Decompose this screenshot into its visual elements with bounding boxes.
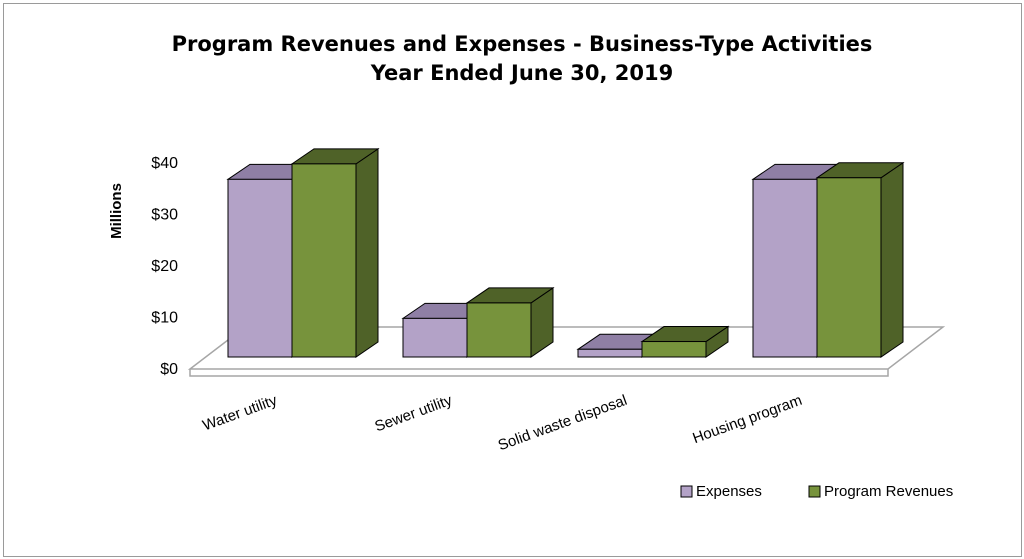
legend-swatch bbox=[808, 485, 821, 498]
legend-item: Expenses bbox=[680, 483, 762, 500]
bar bbox=[290, 147, 380, 358]
y-axis-label: Millions bbox=[108, 183, 125, 239]
category-label: Water utility bbox=[200, 392, 279, 435]
bar bbox=[465, 286, 555, 358]
chart-subtitle: Year Ended June 30, 2019 bbox=[370, 61, 674, 85]
bar-front bbox=[641, 341, 707, 358]
bar-front bbox=[227, 178, 293, 358]
y-tick-label: $10 bbox=[151, 310, 178, 327]
bar-front bbox=[466, 302, 532, 358]
chart-floor-edge bbox=[189, 369, 889, 377]
bar-front bbox=[816, 177, 882, 358]
legend-label: Program Revenues bbox=[824, 483, 953, 500]
bar-front bbox=[752, 178, 818, 358]
bar-side bbox=[880, 161, 904, 358]
bars bbox=[226, 147, 905, 358]
y-tick-label: $0 bbox=[160, 361, 178, 378]
y-tick-label: $30 bbox=[151, 207, 178, 224]
y-tick-label: $20 bbox=[151, 258, 178, 275]
bar bbox=[640, 325, 730, 358]
legend-item: Program Revenues bbox=[808, 483, 953, 500]
chart-title: Program Revenues and Expenses - Business… bbox=[172, 32, 873, 56]
bar bbox=[815, 161, 905, 358]
category-label: Housing program bbox=[690, 392, 804, 447]
legend-swatch bbox=[680, 485, 693, 498]
bar-side bbox=[355, 147, 379, 358]
bar-front bbox=[291, 163, 357, 358]
y-tick-label: $40 bbox=[151, 155, 178, 172]
bar-front bbox=[402, 317, 468, 358]
y-axis-ticks: $0 $10 $20 $30 $40 bbox=[151, 155, 178, 378]
bar-front bbox=[577, 348, 643, 358]
category-label: Solid waste disposal bbox=[496, 392, 630, 454]
category-label: Sewer utility bbox=[373, 392, 455, 436]
legend-label: Expenses bbox=[696, 483, 762, 500]
legend: Expenses Program Revenues bbox=[680, 483, 953, 500]
category-labels: Water utility Sewer utility Solid waste di… bbox=[200, 392, 804, 455]
